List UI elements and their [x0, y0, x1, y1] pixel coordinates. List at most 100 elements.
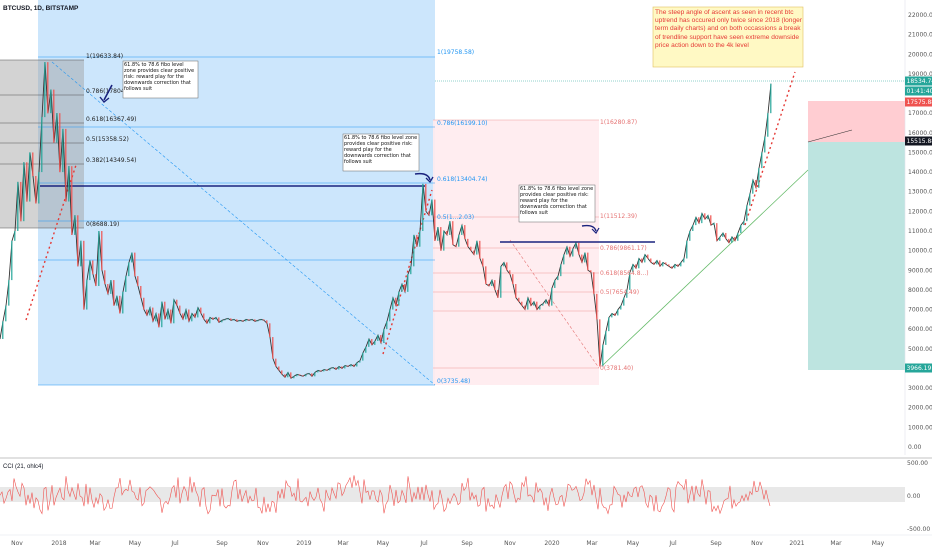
candle [614, 313, 616, 316]
note-text-1: 61.8% to 78.6 fibo level zone provides c… [124, 62, 195, 92]
x-tick-label: Jul [170, 540, 179, 547]
candle [167, 309, 169, 320]
candle [74, 215, 76, 235]
svg-text:17575.88: 17575.88 [907, 99, 932, 106]
fib3-label-1: 1(11512.39) [600, 213, 637, 220]
candle [230, 318, 232, 321]
note-box-2[interactable]: 61.8% to 78.6 fibo level zone provides c… [342, 133, 420, 172]
candle [8, 280, 10, 306]
candle [365, 346, 367, 353]
candle [605, 331, 607, 345]
steep-trendline-2 [382, 189, 433, 355]
candle [281, 370, 283, 375]
candle [482, 258, 484, 267]
y-tick-label: 6000.00 [908, 326, 932, 333]
candle [83, 240, 85, 310]
note-box-3[interactable]: 61.8% to 78.6 fibo level zone provides c… [518, 184, 596, 223]
candle [236, 319, 238, 322]
candle [23, 162, 25, 222]
x-tick-label: Sep [216, 540, 228, 547]
candle [737, 232, 739, 241]
cci-band [0, 487, 905, 502]
candle [284, 374, 286, 378]
candle [518, 297, 520, 302]
x-tick-label: Nov [751, 540, 763, 547]
candle [680, 262, 682, 267]
candle [515, 284, 517, 298]
candle [704, 213, 706, 220]
candle [452, 221, 454, 245]
candle [467, 238, 469, 247]
x-tick-label: 2018 [51, 540, 66, 547]
candle [443, 231, 445, 251]
fib-labels-1: 1(19633.84) 0.786(17804.00) 0.618(16367.… [86, 53, 137, 228]
candle [485, 266, 487, 285]
candle [464, 225, 466, 239]
cci-tick-bottom: -500.00 [907, 526, 930, 533]
candle [221, 320, 223, 323]
candle [194, 313, 196, 318]
candle [131, 252, 133, 263]
candle [218, 317, 220, 323]
reward-zone [808, 142, 905, 370]
candle [191, 313, 193, 322]
candle [161, 301, 163, 328]
candle [29, 152, 31, 202]
annotation-text: The steep angle of ascent as seen in rec… [655, 9, 802, 49]
fib1-label-5: 0.382(14349.54) [86, 157, 137, 164]
candle [419, 231, 421, 247]
candle [92, 260, 94, 275]
note-text-2: 61.8% to 78.6 fibo level zone provides c… [344, 135, 418, 165]
candle [707, 215, 709, 220]
candle [587, 252, 589, 271]
candle [341, 366, 343, 369]
fib3-label-4: 0.5(7654.49) [600, 289, 639, 296]
candle [185, 309, 187, 320]
candle [2, 321, 4, 339]
candle [650, 258, 652, 263]
candle [71, 166, 73, 235]
candle [506, 262, 508, 271]
candle [428, 211, 430, 216]
candle [623, 297, 625, 306]
fib1-label-6: 0(8688.19) [86, 221, 119, 228]
y-tick-label: 12000.00 [908, 208, 932, 215]
note-box-1[interactable]: 61.8% to 78.6 fibo level zone provides c… [122, 60, 199, 99]
candle [197, 307, 199, 318]
candle [410, 266, 412, 275]
candle [554, 280, 556, 288]
price-tag: 01:41:40 [905, 86, 932, 96]
svg-text:01:41:40: 01:41:40 [907, 88, 932, 95]
candle [425, 183, 427, 212]
candle [53, 89, 55, 143]
y-tick-label: 16000.00 [908, 130, 932, 137]
candle [524, 305, 526, 310]
candle [413, 234, 415, 267]
candle [476, 240, 478, 255]
candle [407, 274, 409, 292]
annotation-box[interactable]: The steep angle of ascent as seen in rec… [652, 6, 804, 68]
cci-series [0, 475, 771, 515]
candle [302, 375, 304, 377]
candle [11, 240, 13, 281]
candle [470, 246, 472, 251]
y-tick-label: 13000.00 [908, 189, 932, 196]
candle [719, 236, 721, 241]
candle [539, 305, 541, 310]
svg-text:15515.88: 15515.88 [907, 138, 932, 145]
candle [212, 317, 214, 320]
candle [641, 258, 643, 263]
candle [731, 236, 733, 243]
candle [245, 319, 247, 322]
candle [278, 366, 280, 371]
candle [119, 295, 121, 314]
candle [359, 360, 361, 363]
price-tag: 3966.19 [905, 363, 932, 373]
candle [761, 152, 763, 169]
candle [512, 274, 514, 285]
fib1-label-3: 0.618(16367.49) [86, 116, 137, 123]
diagonal-trend-1 [51, 61, 436, 386]
candle [380, 335, 382, 343]
candle [656, 260, 658, 265]
